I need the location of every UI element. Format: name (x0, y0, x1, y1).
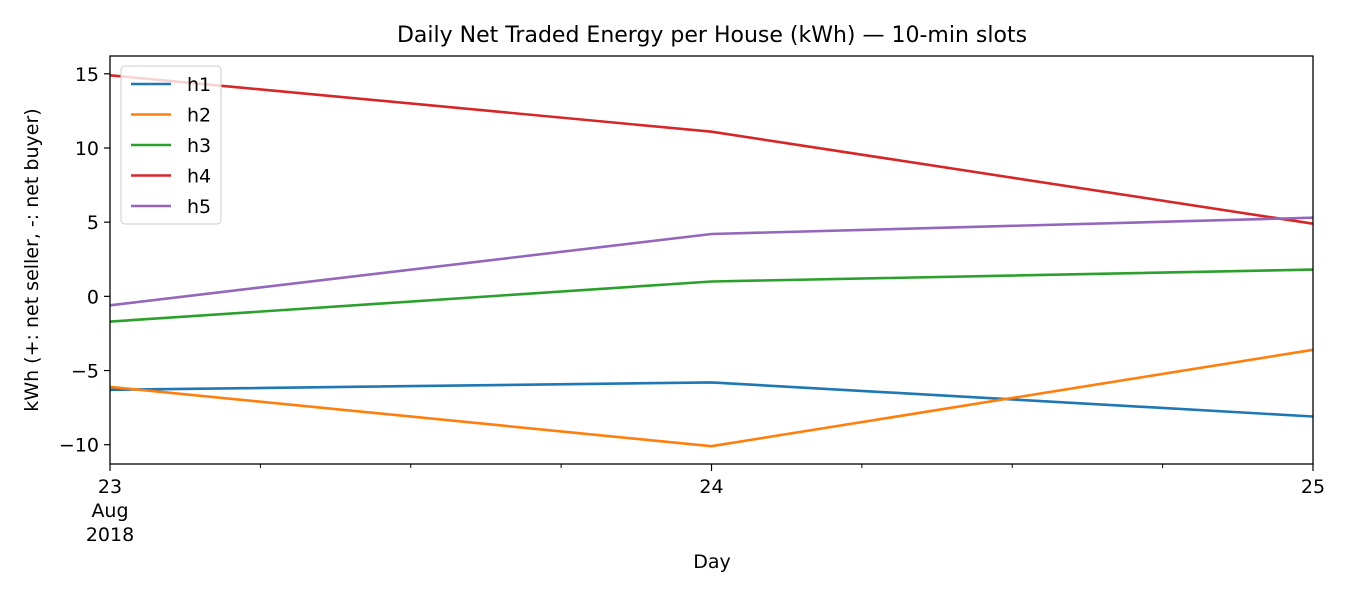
y-tick-label: 10 (75, 138, 99, 160)
x-tick-label: 23 (98, 476, 122, 498)
legend-label-h3: h3 (187, 135, 211, 157)
x-tick-label: 24 (699, 476, 723, 498)
series-line-h1 (109, 381, 1314, 418)
legend-label-h5: h5 (187, 196, 211, 218)
series-line-h4 (109, 74, 1314, 225)
y-axis-ticks: −10 −5 0 5 10 15 (59, 64, 110, 457)
series-line-h5 (109, 216, 1314, 307)
y-tick-label: 15 (75, 64, 99, 86)
plot-frame (109, 55, 1314, 465)
chart-title: Daily Net Traded Energy per House (kWh) … (397, 23, 1027, 48)
series-line-h3 (109, 268, 1314, 323)
y-tick-label: 0 (87, 286, 99, 308)
series-line-h2 (109, 348, 1314, 448)
y-tick-label: −10 (59, 435, 99, 457)
y-tick-label: 5 (87, 212, 99, 234)
x-tick-label: 25 (1301, 476, 1325, 498)
y-tick-label: −5 (71, 361, 99, 383)
x-axis-label: Day (693, 551, 731, 573)
legend-label-h1: h1 (187, 74, 211, 96)
legend: h1 h2 h3 h4 h5 (120, 65, 222, 225)
legend-label-h4: h4 (187, 166, 211, 188)
x-tick-label: Aug (91, 500, 128, 522)
y-axis-label: kWh (+: net seller, -: net buyer) (21, 108, 43, 411)
plot-lines (109, 74, 1314, 448)
x-tick-label: 2018 (86, 524, 134, 546)
legend-label-h2: h2 (187, 105, 211, 127)
